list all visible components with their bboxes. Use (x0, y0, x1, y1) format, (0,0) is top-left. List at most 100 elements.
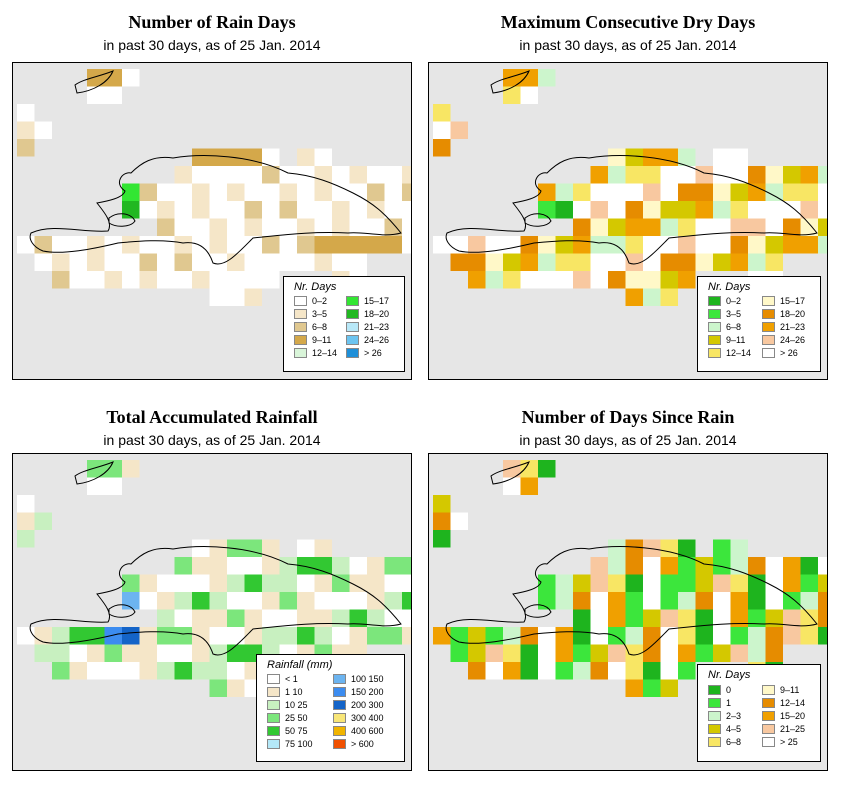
grid-cell (192, 166, 210, 184)
grid-cell (538, 253, 556, 271)
grid-cell (174, 201, 192, 219)
grid-cell (713, 218, 731, 236)
grid-cell (520, 236, 538, 254)
grid-cell (643, 627, 661, 645)
grid-cell (573, 592, 591, 610)
grid-cell (174, 609, 192, 627)
grid-cell (52, 662, 70, 680)
grid-cell (332, 183, 350, 201)
grid-cell (279, 183, 297, 201)
grid-cell (503, 627, 521, 645)
grid-cell (713, 236, 731, 254)
grid-cell (660, 644, 678, 662)
grid-cell (367, 574, 385, 592)
grid-cell (433, 139, 451, 157)
legend-item: 21–23 (346, 321, 389, 333)
grid-cell (678, 592, 696, 610)
grid-cell (192, 662, 210, 680)
grid-cell (450, 644, 468, 662)
grid-cell (660, 271, 678, 289)
grid-cell (450, 512, 468, 530)
grid-cell (713, 574, 731, 592)
legend-item: 4–5 (708, 723, 741, 735)
grid-cell (69, 253, 87, 271)
legend-item: 200 300 (333, 699, 384, 711)
grid-cell (590, 627, 608, 645)
grid-cell (660, 574, 678, 592)
grid-cell (660, 166, 678, 184)
grid-cell (450, 253, 468, 271)
grid-cell (748, 609, 766, 627)
grid-cell (783, 592, 801, 610)
grid-cell (608, 201, 626, 219)
grid-cell (538, 644, 556, 662)
grid-cell (713, 201, 731, 219)
grid-cell (262, 592, 280, 610)
grid-cell (503, 662, 521, 680)
legend-swatch (762, 724, 775, 734)
grid-cell (244, 253, 262, 271)
grid-cell (643, 253, 661, 271)
grid-cell (538, 183, 556, 201)
legend: Nr. Days 0 1 2–3 4–5 6–8 9–11 12–14 15–2… (697, 664, 821, 762)
grid-cell (748, 574, 766, 592)
grid-cell (608, 166, 626, 184)
grid-cell (174, 574, 192, 592)
grid-cell (52, 271, 70, 289)
grid-cell (800, 236, 818, 254)
grid-cell (538, 271, 556, 289)
grid-cell (209, 592, 227, 610)
grid-cell (643, 183, 661, 201)
grid-cell (17, 512, 35, 530)
grid-cell (209, 218, 227, 236)
grid-cell (520, 460, 538, 478)
grid-cell (730, 253, 748, 271)
grid-cell (503, 477, 521, 495)
grid-cell (122, 253, 140, 271)
grid-cell (678, 271, 696, 289)
grid-cell (783, 201, 801, 219)
grid-cell (244, 166, 262, 184)
grid-cell (227, 609, 245, 627)
legend-swatch (333, 726, 346, 736)
grid-cell (297, 574, 315, 592)
grid-cell (818, 166, 827, 184)
grid-cell (244, 574, 262, 592)
grid-cell (643, 644, 661, 662)
grid-cell (367, 557, 385, 575)
grid-cell (765, 627, 783, 645)
grid-cell (104, 69, 122, 87)
grid-cell (660, 253, 678, 271)
grid-cell (227, 644, 245, 662)
grid-cell (104, 477, 122, 495)
grid-cell (279, 236, 297, 254)
grid-cell (520, 644, 538, 662)
grid-cell (660, 183, 678, 201)
grid-cell (625, 592, 643, 610)
grid-cell (209, 679, 227, 697)
grid-cells (17, 69, 411, 306)
grid-cell (800, 183, 818, 201)
grid-cell (332, 201, 350, 219)
grid-cell (643, 236, 661, 254)
grid-cell (157, 236, 175, 254)
grid-cell (800, 609, 818, 627)
grid-cell (157, 662, 175, 680)
grid-cell (590, 166, 608, 184)
grid-cell (555, 253, 573, 271)
grid-cell (157, 218, 175, 236)
legend-swatch (762, 711, 775, 721)
grid-cell (590, 271, 608, 289)
grid-cell (783, 627, 801, 645)
grid-cell (192, 183, 210, 201)
grid-cell (227, 271, 245, 289)
grid-cell (520, 253, 538, 271)
grid-cell (227, 166, 245, 184)
grid-cell (730, 148, 748, 166)
grid-cell (608, 539, 626, 557)
grid-cell (695, 166, 713, 184)
grid-cell (227, 201, 245, 219)
grid-cell (87, 86, 105, 104)
grid-cell (157, 627, 175, 645)
grid-cell (104, 627, 122, 645)
